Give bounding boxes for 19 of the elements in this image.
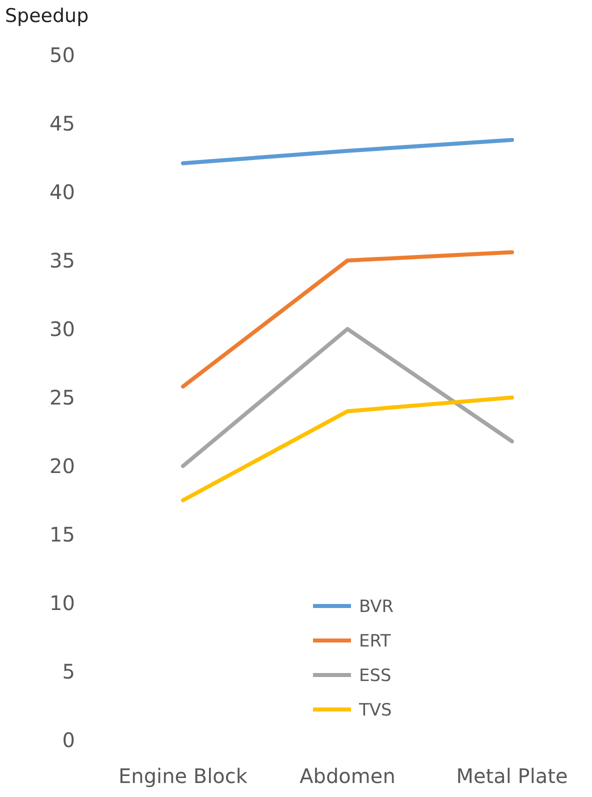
y-tick-label: 20 (50, 454, 75, 478)
y-tick-label: 50 (50, 43, 75, 67)
legend-label: BVR (359, 596, 394, 617)
legend-label: ERT (359, 631, 392, 652)
legend-label: TVS (358, 700, 392, 720)
y-tick-label: 30 (50, 317, 75, 341)
y-tick-label: 40 (50, 180, 75, 204)
y-tick-label: 25 (50, 386, 75, 410)
y-tick-label: 15 (50, 522, 75, 546)
legend-label: ESS (359, 666, 392, 686)
x-tick-label: Abdomen (300, 764, 396, 788)
x-tick-label: Engine Block (118, 764, 248, 788)
x-tick-label: Metal Plate (456, 764, 568, 788)
y-tick-label: 0 (62, 728, 75, 752)
y-tick-label: 10 (50, 591, 75, 615)
y-tick-label: 35 (50, 248, 75, 272)
y-tick-label: 5 (62, 660, 75, 684)
y-tick-label: 45 (50, 112, 75, 136)
y-axis-title: Speedup (5, 5, 89, 27)
